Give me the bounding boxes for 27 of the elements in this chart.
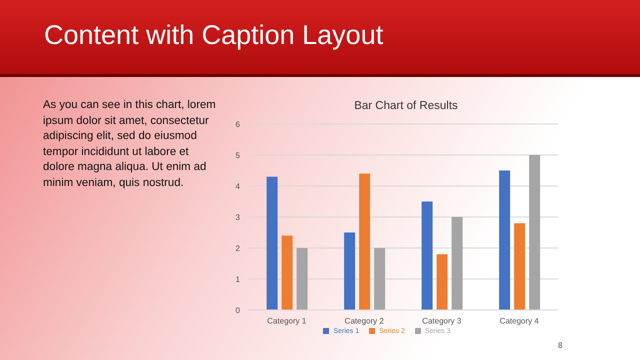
bar	[296, 248, 308, 310]
bar	[436, 254, 448, 310]
text: Content with Caption Layout	[44, 20, 384, 51]
y-tick-label: 5	[236, 150, 241, 160]
x-tick-label: Category 3	[422, 316, 462, 326]
bar	[266, 176, 278, 310]
bar	[344, 232, 356, 310]
bar	[374, 248, 386, 310]
x-tick-label: Category 4	[500, 316, 540, 326]
y-tick-label: 3	[236, 212, 241, 222]
text: As you can see in this chart, lorem ipsum dolor sit amet, consectetur adipiscing elit, sed do eiusmod tempor incididunt ut labore et dolore magna aliqua. Ut enim ad minim veniam, quis nostrud.	[43, 98, 217, 190]
bar	[422, 202, 433, 310]
chart-title: Bar Chart of Results	[353, 100, 459, 114]
bar	[514, 223, 526, 310]
y-tick-label: 1	[236, 274, 241, 284]
bar	[529, 155, 540, 310]
x-tick-label: Category 1	[267, 316, 307, 326]
y-tick-label: 6	[236, 120, 241, 129]
bar	[499, 170, 510, 310]
y-tick-label: 4	[236, 182, 241, 191]
bar	[359, 174, 370, 310]
text: 8	[558, 341, 562, 350]
bar	[282, 236, 293, 310]
bar	[452, 217, 463, 310]
y-tick-label: 0	[236, 306, 241, 315]
x-tick-label: Category 2	[344, 316, 384, 326]
y-tick-label: 2	[236, 244, 241, 253]
